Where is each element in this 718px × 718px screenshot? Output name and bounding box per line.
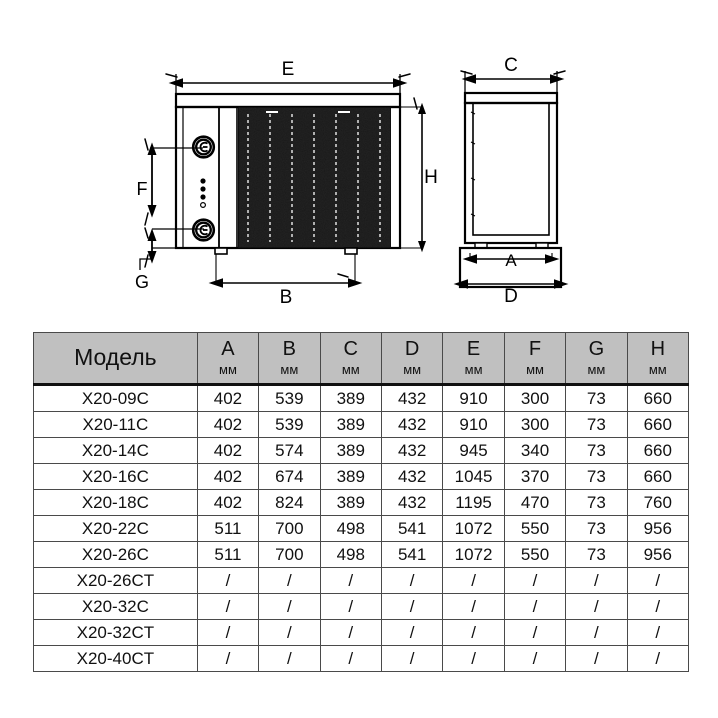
svg-text:B: B bbox=[280, 287, 293, 308]
svg-text:F: F bbox=[137, 179, 148, 199]
svg-text:E: E bbox=[282, 59, 295, 80]
svg-text:A: A bbox=[505, 251, 517, 270]
svg-text:H: H bbox=[424, 167, 438, 188]
svg-text:D: D bbox=[504, 286, 518, 307]
svg-text:G: G bbox=[135, 272, 149, 292]
svg-text:C: C bbox=[504, 55, 518, 76]
